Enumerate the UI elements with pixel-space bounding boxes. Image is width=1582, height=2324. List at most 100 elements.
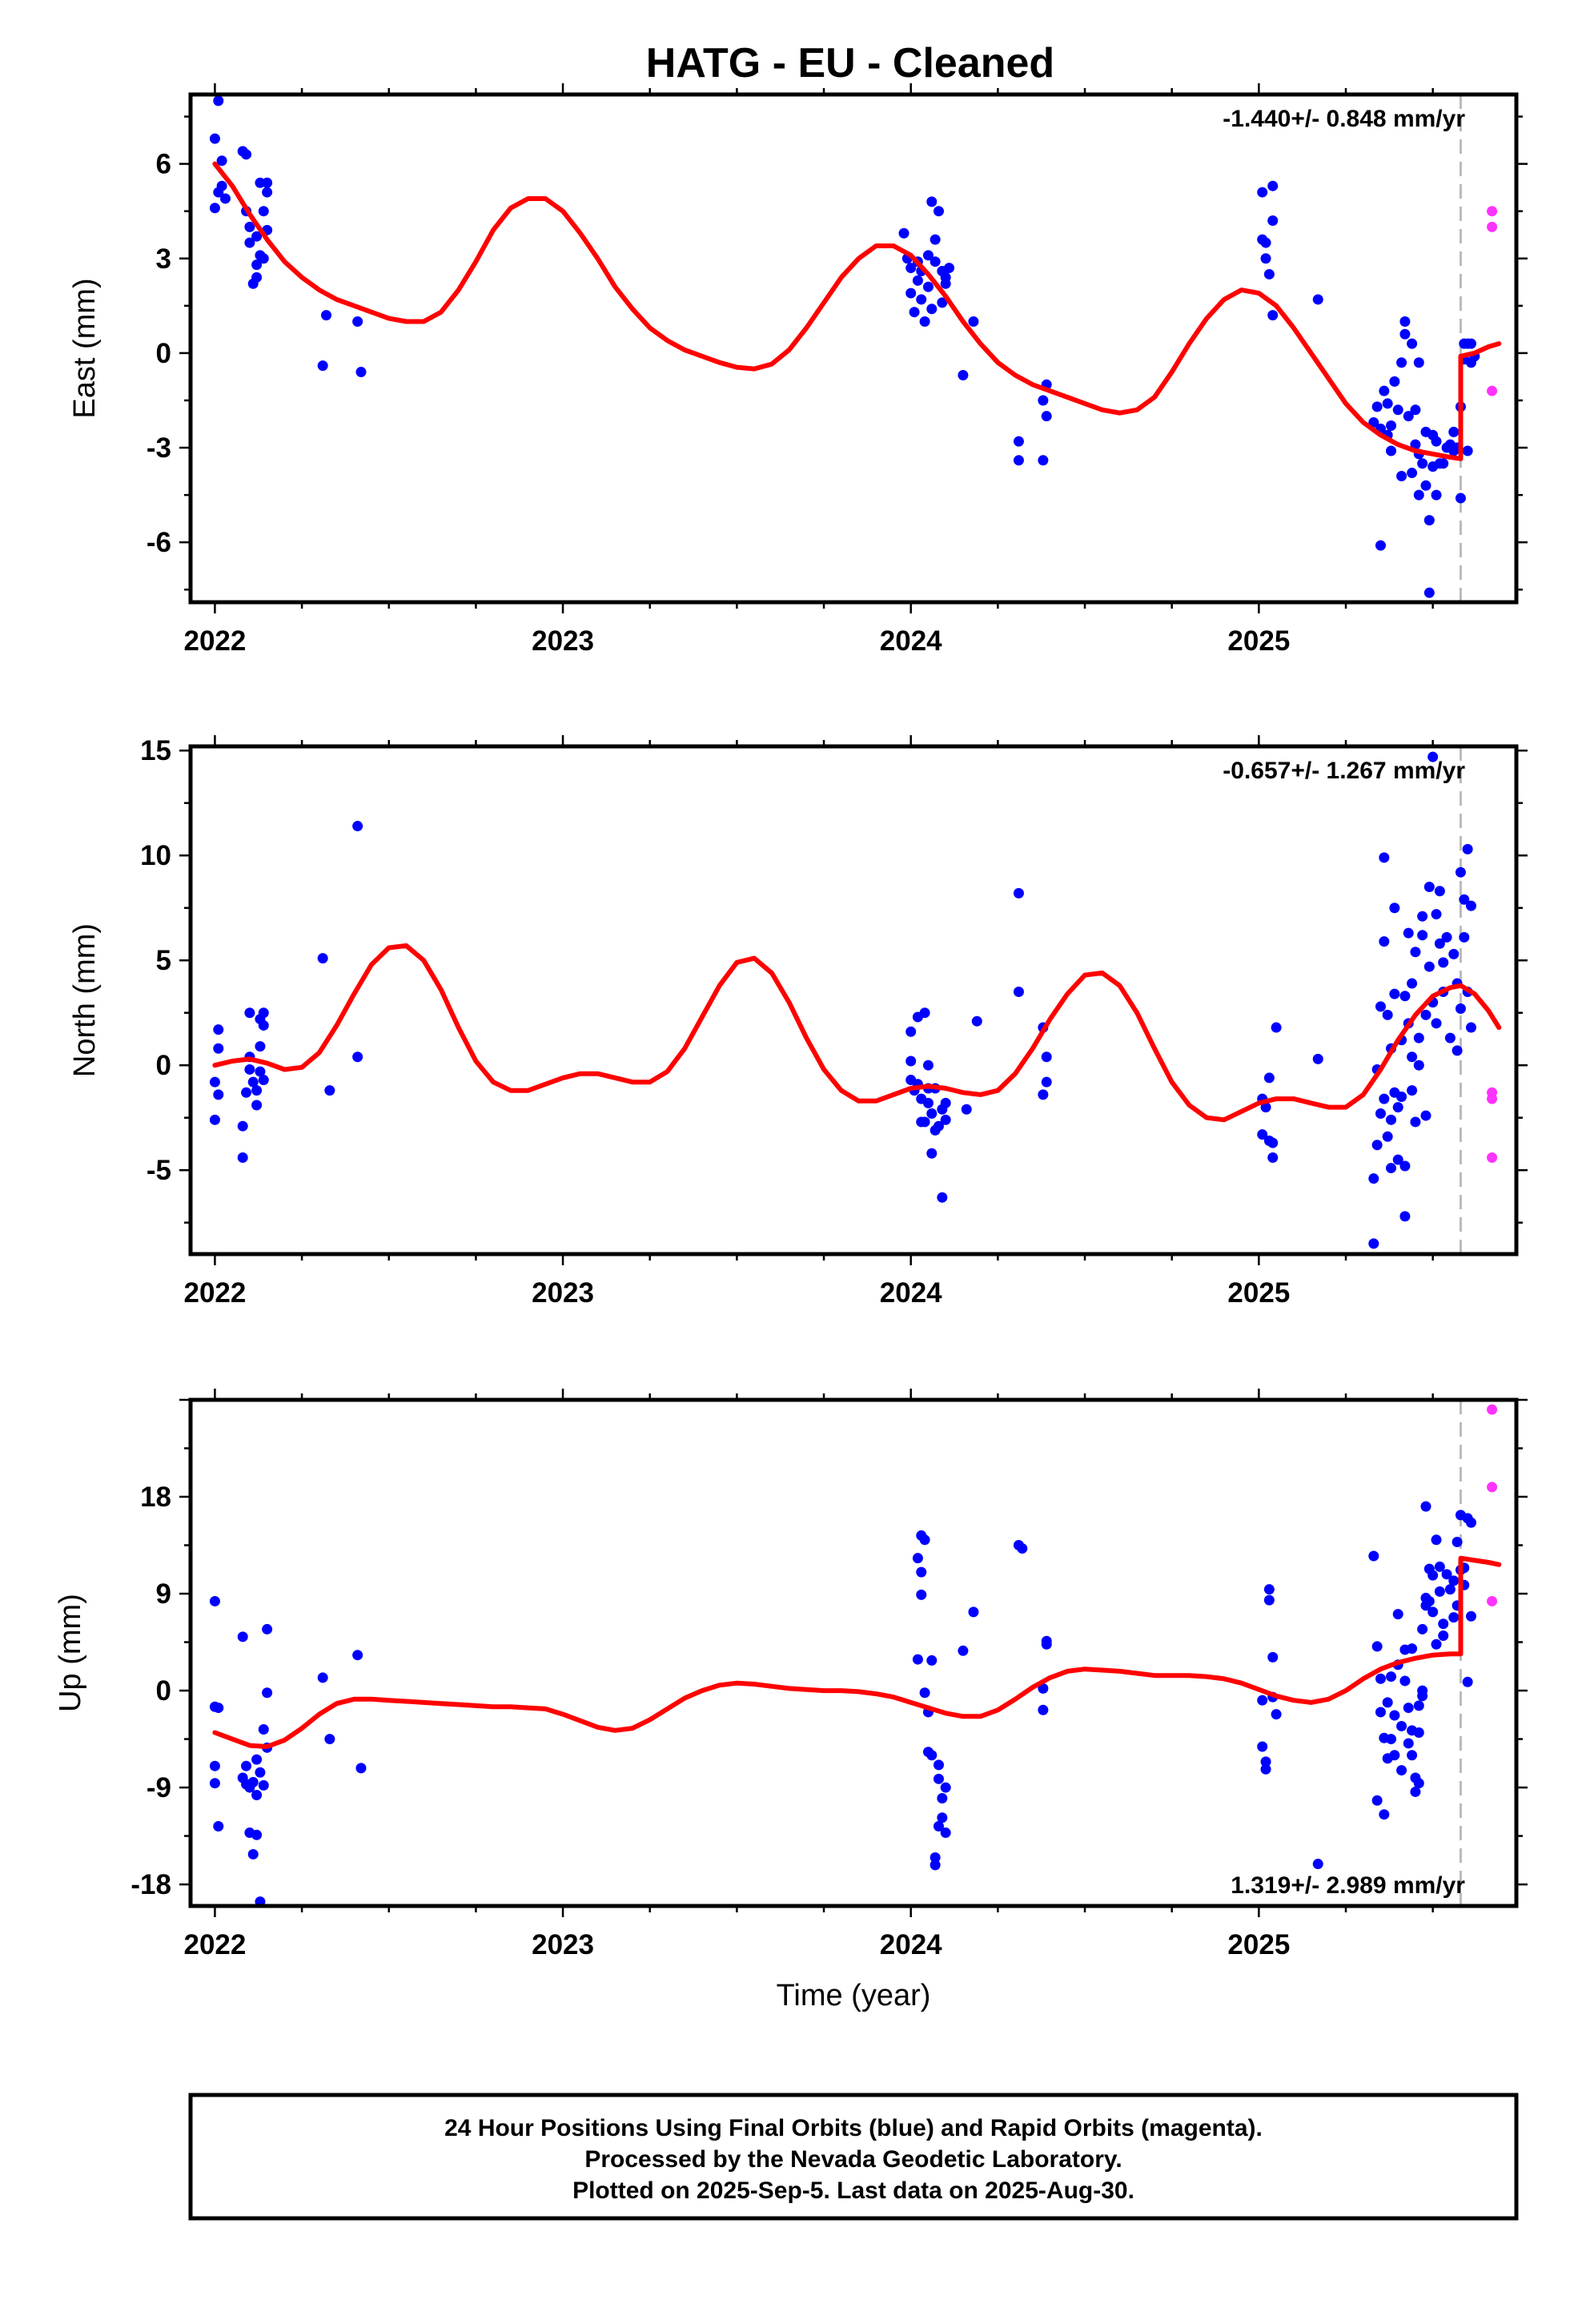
- rate-label: -1.440+/- 0.848 mm/yr: [1223, 106, 1465, 132]
- final-orbit-point: [1413, 1032, 1424, 1043]
- final-orbit-point: [1386, 445, 1397, 456]
- rate-label: -0.657+/- 1.267 mm/yr: [1223, 758, 1465, 784]
- final-orbit-point: [1462, 1676, 1473, 1687]
- final-orbit-point: [1267, 310, 1279, 321]
- final-orbit-point: [912, 275, 923, 286]
- final-orbit-point: [1434, 886, 1445, 897]
- final-orbit-point: [898, 227, 909, 239]
- final-orbit-point: [1441, 1569, 1452, 1580]
- x-tick-label: 2024: [880, 1277, 942, 1309]
- final-orbit-point: [930, 234, 941, 245]
- final-orbit-point: [1417, 930, 1428, 941]
- final-orbit-point: [209, 1760, 220, 1771]
- footer-line-1: 24 Hour Positions Using Final Orbits (bl…: [444, 2115, 1263, 2141]
- final-orbit-point: [1462, 445, 1473, 456]
- final-orbit-point: [1459, 894, 1470, 905]
- final-orbit-point: [255, 1896, 266, 1906]
- final-orbit-point: [209, 1778, 220, 1789]
- y-tick-label: 3: [156, 243, 171, 275]
- y-tick-label: -9: [147, 1772, 171, 1803]
- final-orbit-point: [1459, 931, 1470, 943]
- final-orbit-point: [1465, 1517, 1476, 1528]
- final-orbit-point: [1465, 1610, 1476, 1622]
- plot-content: [209, 1400, 1502, 1906]
- final-orbit-point: [241, 1087, 252, 1098]
- y-tick-label: 0: [156, 1050, 171, 1081]
- final-orbit-point: [241, 1760, 252, 1771]
- final-orbit-point: [1410, 1786, 1421, 1797]
- final-orbit-point: [1410, 404, 1421, 416]
- final-orbit-point: [1455, 493, 1466, 504]
- final-orbit-point: [219, 193, 231, 204]
- final-orbit-point: [1399, 1211, 1411, 1222]
- plot-frame: [188, 744, 1519, 1256]
- final-orbit-point: [1407, 978, 1418, 989]
- final-orbit-point: [1271, 1709, 1282, 1720]
- x-tick-label: 2024: [880, 625, 942, 657]
- panel-1: 2022 2023 2024 2025 -6 -3 0 3 6 East (mm) -1.440+/…: [68, 83, 1528, 657]
- final-orbit-point: [937, 297, 948, 308]
- final-orbit-point: [1368, 1238, 1379, 1249]
- x-tick-label: 2023: [532, 1277, 594, 1309]
- final-orbit-point: [213, 1820, 224, 1831]
- final-orbit-point: [1427, 1606, 1439, 1618]
- final-orbit-point: [922, 250, 934, 261]
- final-orbit-point: [209, 203, 220, 214]
- y-tick-label: -3: [147, 432, 171, 464]
- final-orbit-point: [1438, 957, 1449, 968]
- final-orbit-point: [919, 1534, 930, 1546]
- final-orbit-point: [1375, 1001, 1386, 1012]
- final-orbit-point: [1389, 1710, 1400, 1721]
- final-orbit-point: [209, 1076, 220, 1088]
- final-orbit-point: [1413, 1727, 1424, 1739]
- x-tick-label: 2025: [1227, 1929, 1290, 1960]
- footer-line-3: Plotted on 2025-Sep-5. Last data on 2025…: [572, 2177, 1134, 2204]
- final-orbit-point: [213, 95, 224, 107]
- final-orbit-point: [1379, 1093, 1390, 1104]
- final-orbit-point: [213, 1043, 224, 1054]
- final-orbit-point: [258, 1779, 269, 1791]
- final-orbit-point: [926, 1655, 938, 1666]
- final-orbit-point: [251, 1829, 263, 1840]
- final-orbit-point: [1399, 1675, 1411, 1687]
- final-orbit-point: [209, 133, 220, 144]
- final-orbit-point: [1465, 1022, 1476, 1033]
- final-orbit-point: [916, 294, 927, 305]
- rapid-orbit-point: [1487, 1152, 1498, 1163]
- final-orbit-point: [1263, 1584, 1275, 1595]
- final-orbit-point: [1403, 927, 1414, 939]
- final-orbit-point: [258, 1019, 269, 1031]
- final-orbit-point: [912, 1654, 923, 1665]
- panel-2: 2022 2023 2024 2025 -5 0 5 10 15 North (mm) -0.657…: [68, 735, 1528, 1309]
- x-tick-label: 2022: [183, 1277, 246, 1309]
- final-orbit-point: [317, 360, 328, 372]
- final-orbit-point: [258, 253, 269, 264]
- final-orbit-point: [926, 1750, 938, 1761]
- final-orbit-point: [1396, 470, 1407, 481]
- final-orbit-point: [1423, 587, 1435, 598]
- final-orbit-point: [262, 1687, 273, 1699]
- final-orbit-point: [1427, 1570, 1439, 1581]
- final-orbit-point: [1013, 455, 1024, 466]
- y-tick-label: 0: [156, 338, 171, 369]
- rapid-orbit-point: [1487, 1093, 1498, 1104]
- x-tick-label: 2023: [532, 625, 594, 657]
- final-orbit-point: [961, 1104, 972, 1115]
- final-orbit-point: [919, 316, 930, 328]
- final-orbit-point: [1379, 1809, 1390, 1820]
- x-axis-label: Time (year): [777, 1979, 931, 2012]
- final-orbit-point: [971, 1015, 982, 1027]
- final-orbit-point: [1420, 1501, 1431, 1512]
- final-orbit-point: [1389, 988, 1400, 999]
- final-orbit-point: [940, 1782, 951, 1793]
- final-orbit-point: [1434, 1586, 1445, 1597]
- final-orbit-point: [1386, 1734, 1397, 1745]
- final-orbit-point: [216, 180, 227, 191]
- final-orbit-point: [1399, 316, 1411, 328]
- final-orbit-point: [1368, 417, 1379, 428]
- final-orbit-point: [237, 1631, 248, 1642]
- plot-area: [191, 94, 1516, 602]
- final-orbit-point: [926, 1148, 938, 1159]
- final-orbit-point: [905, 263, 917, 274]
- final-orbit-point: [926, 1108, 938, 1119]
